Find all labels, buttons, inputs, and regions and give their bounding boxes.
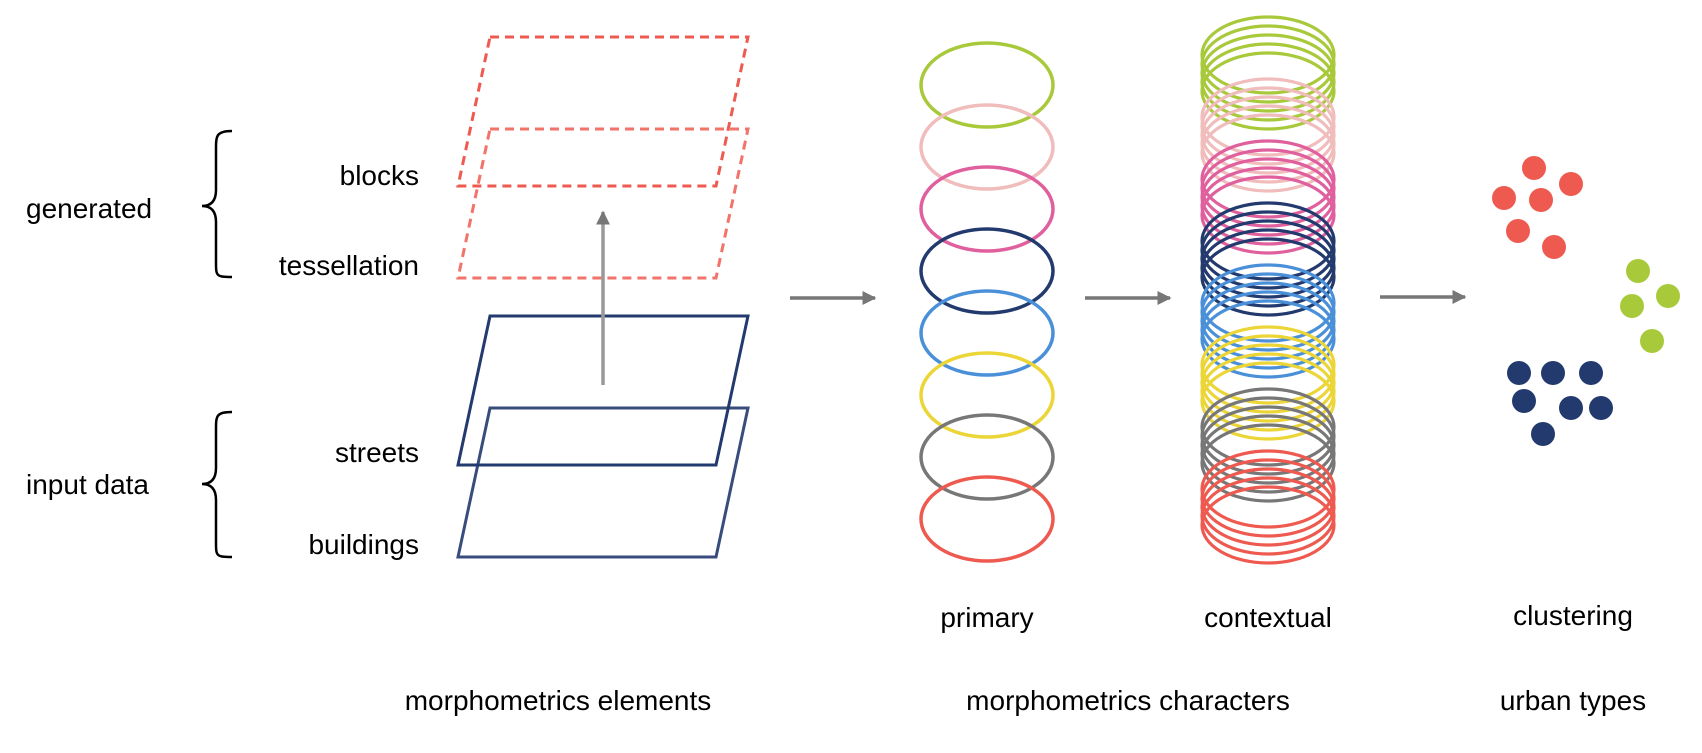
contextual-ring-gray [1200,423,1336,503]
contextual-ring-lime [1200,33,1336,113]
contextual-ring-navy [1200,210,1336,290]
contextual-ring-salmon [1200,467,1336,547]
cluster-dot-lime [1656,284,1680,308]
cluster-dot-navy [1589,396,1613,420]
contextual-ring-gray [1200,414,1336,494]
contextual-ring-navy [1200,219,1336,299]
cluster-scatter [1492,156,1680,446]
sub-label-primary: primary [940,602,1033,633]
contextual-ring-blue [1200,263,1336,343]
contextual-ring-salmon [1200,476,1336,556]
cluster-dot-navy [1541,361,1565,385]
caption-urban-types: urban types [1500,685,1646,716]
contextual-ring-yellow [1200,361,1336,441]
contextual-ring-blue [1200,281,1336,361]
primary-ring-gray [919,413,1055,501]
contextual-ring-pink [1200,113,1336,193]
cluster-dot-salmon [1529,188,1553,212]
primary-ring-lime [919,41,1055,129]
contextual-ring-blue [1200,299,1336,379]
cluster-dot-navy [1512,389,1536,413]
contextual-ring-lime [1200,51,1336,131]
cluster-dot-lime [1640,329,1664,353]
primary-ring-salmon [919,475,1055,563]
layer-label-buildings: buildings [308,529,419,560]
primary-ring-yellow [919,351,1055,439]
brace-input-data [201,410,233,559]
contextual-ring-pink [1200,104,1336,184]
contextual-ring-navy [1200,201,1336,281]
contextual-ring-navy [1200,228,1336,308]
cluster-dot-navy [1531,422,1555,446]
contextual-ring-pink [1200,86,1336,166]
cluster-dot-lime [1620,294,1644,318]
contextual-ring-gray [1200,405,1336,485]
contextual-ring-yellow [1200,334,1336,414]
contextual-ring-blue [1200,290,1336,370]
sub-label-clustering: clustering [1513,600,1633,631]
primary-ring-pink [919,103,1055,191]
cluster-dot-navy [1579,361,1603,385]
cluster-dot-navy [1507,361,1531,385]
contextual-ring-magenta [1200,157,1336,237]
cluster-dot-lime [1626,259,1650,283]
primary-character-stack [919,41,1055,563]
layer-label-streets: streets [335,437,419,468]
blocks-layer-plane [456,35,750,188]
cluster-dot-salmon [1542,235,1566,259]
contextual-ring-pink [1200,95,1336,175]
contextual-ring-salmon [1200,458,1336,538]
contextual-ring-navy [1200,237,1336,317]
contextual-ring-lime [1200,24,1336,104]
contextual-ring-magenta [1200,139,1336,219]
contextual-ring-salmon [1200,485,1336,565]
contextual-character-stack [1200,15,1336,565]
contextual-ring-gray [1200,396,1336,476]
contextual-ring-magenta [1200,175,1336,255]
contextual-ring-magenta [1200,148,1336,228]
contextual-ring-yellow [1200,325,1336,405]
layer-label-blocks: blocks [340,160,419,191]
contextual-ring-gray [1200,387,1336,467]
cluster-dot-salmon [1522,156,1546,180]
layer-label-tessellation: tessellation [279,250,419,281]
sub-label-contextual: contextual [1204,602,1332,633]
contextual-ring-lime [1200,15,1336,95]
contextual-ring-blue [1200,272,1336,352]
primary-ring-magenta [919,165,1055,253]
group-label-generated: generated [26,193,152,224]
contextual-ring-pink [1200,77,1336,157]
contextual-ring-yellow [1200,352,1336,432]
contextual-ring-lime [1200,42,1336,122]
tessellation-layer-plane [456,127,750,280]
cluster-dot-salmon [1506,219,1530,243]
contextual-ring-magenta [1200,166,1336,246]
cluster-dot-navy [1559,396,1583,420]
primary-ring-navy [919,227,1055,315]
primary-ring-blue [919,289,1055,377]
caption-morphometrics-elements: morphometrics elements [405,685,712,716]
cluster-dot-salmon [1492,186,1516,210]
brace-generated [201,129,233,279]
caption-morphometrics-characters: morphometrics characters [966,685,1290,716]
buildings-layer-plane [456,406,750,559]
cluster-dot-salmon [1559,172,1583,196]
contextual-ring-yellow [1200,343,1336,423]
streets-layer-plane [456,314,750,467]
group-label-input-data: input data [26,469,149,500]
contextual-ring-salmon [1200,449,1336,529]
